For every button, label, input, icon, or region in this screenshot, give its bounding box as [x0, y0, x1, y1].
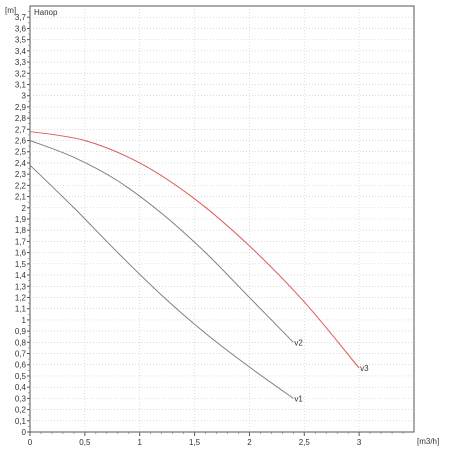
x-tick-label: 0,5 [79, 438, 91, 447]
x-axis-label: [m3/h] [417, 437, 439, 446]
y-tick-label: 0,6 [15, 361, 27, 370]
y-tick-label: 3,6 [15, 24, 27, 33]
y-tick-label: 0,3 [15, 394, 27, 403]
y-tick-label: 0,5 [15, 372, 27, 381]
x-tick-label: 2,5 [299, 438, 311, 447]
y-tick-label: 2,7 [15, 125, 27, 134]
y-tick-label: 0,9 [15, 327, 27, 336]
x-tick-label: 0 [28, 438, 33, 447]
y-tick-label: 0,4 [15, 383, 27, 392]
series-label-v1: v1 [294, 394, 303, 403]
y-tick-label: 2,9 [15, 103, 27, 112]
y-tick-label: 1,9 [15, 215, 27, 224]
y-tick-label: 0,1 [15, 417, 27, 426]
y-tick-label: 2 [22, 204, 27, 213]
series-line-v3 [29, 131, 360, 369]
y-tick-label: 1,8 [15, 226, 27, 235]
y-axis-label: [m] [5, 6, 16, 15]
y-tick-label: 1,3 [15, 282, 27, 291]
x-axis: 0 0,5 1 1,5 2 2,5 3 [28, 432, 404, 447]
series-group: v1 v2 v3 [29, 131, 369, 403]
y-tick-label: 0 [22, 428, 27, 437]
y-tick-label: 3,2 [15, 69, 27, 78]
x-tick-label: 3 [357, 438, 362, 447]
series-line-v1 [29, 164, 294, 399]
x-tick-label: 1 [137, 438, 142, 447]
y-tick-label: 1,6 [15, 249, 27, 258]
y-tick-label: 2,1 [15, 193, 27, 202]
y-tick-label: 1,2 [15, 293, 27, 302]
y-tick-label: 1,4 [15, 271, 27, 280]
y-tick-label: 2,6 [15, 137, 27, 146]
y-tick-label: 1,7 [15, 237, 27, 246]
y-tick-label: 2,2 [15, 181, 27, 190]
y-tick-label: 0,2 [15, 406, 27, 415]
y-tick-label: 3,7 [15, 13, 27, 22]
chart-title: Напор [34, 8, 58, 17]
series-label-v2: v2 [294, 338, 303, 347]
x-tick-label: 1,5 [189, 438, 201, 447]
series-line-v2 [29, 140, 294, 343]
y-tick-label: 2,8 [15, 114, 27, 123]
y-tick-label: 3,4 [15, 47, 27, 56]
y-axis: 0 0,1 0,2 0,3 0,4 0,5 0,6 0,7 0,8 0,9 1 1,1 1,2 1,3 1,… [15, 11, 30, 437]
y-tick-label: 2,5 [15, 148, 27, 157]
y-tick-label: 3 [22, 92, 27, 101]
series-label-v3: v3 [360, 364, 369, 373]
grid [30, 6, 414, 432]
y-tick-label: 0,8 [15, 338, 27, 347]
y-tick-label: 1,1 [15, 305, 27, 314]
y-tick-label: 3,1 [15, 80, 27, 89]
y-tick-label: 2,4 [15, 159, 27, 168]
y-tick-label: 0,7 [15, 350, 27, 359]
y-tick-label: 1,5 [15, 260, 27, 269]
y-tick-label: 3,5 [15, 36, 27, 45]
y-tick-label: 1 [22, 316, 27, 325]
y-tick-label: 3,3 [15, 58, 27, 67]
y-tick-label: 2,3 [15, 170, 27, 179]
x-tick-label: 2 [247, 438, 252, 447]
